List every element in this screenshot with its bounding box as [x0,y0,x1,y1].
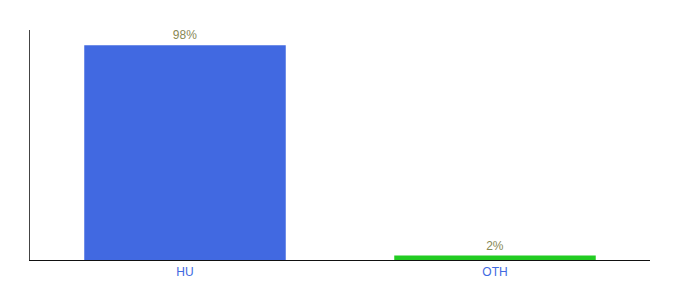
svg-text:HU: HU [176,265,193,279]
svg-text:2%: 2% [486,239,504,253]
svg-text:98%: 98% [173,28,197,42]
svg-text:OTH: OTH [482,265,507,279]
